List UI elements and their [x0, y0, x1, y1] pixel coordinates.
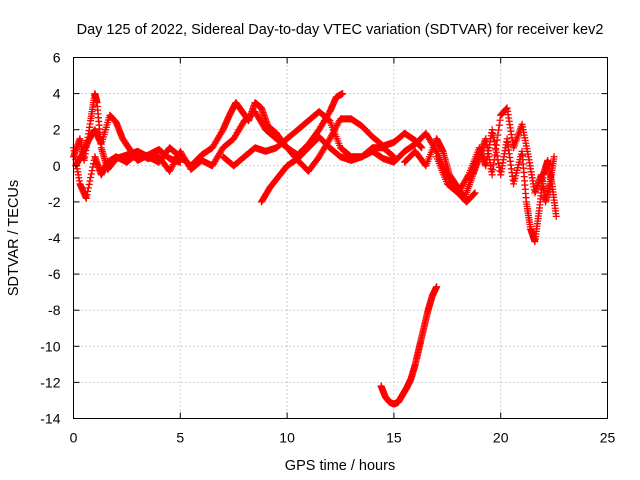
data-point	[488, 171, 496, 179]
data-point	[490, 137, 498, 145]
data-point	[495, 121, 503, 129]
x-axis-ticks: 0 5 10 15 20 25	[70, 57, 616, 446]
x-tick-label: 20	[493, 430, 509, 446]
y-axis-label: SDTVAR / TECUs	[6, 180, 22, 296]
data-point	[339, 90, 347, 98]
series-s8	[377, 283, 441, 408]
y-tick-label: 0	[53, 158, 61, 174]
data-point	[489, 166, 497, 174]
data-point	[389, 152, 397, 160]
data-point	[550, 153, 558, 161]
data-point	[490, 133, 498, 141]
data-point	[85, 180, 93, 188]
y-tick-label: -8	[48, 302, 61, 318]
data-point	[496, 116, 504, 124]
data-point	[492, 148, 500, 156]
data-point	[552, 212, 560, 220]
data-point	[492, 145, 500, 153]
x-tick-label: 15	[386, 430, 402, 446]
y-tick-label: -10	[40, 338, 60, 354]
data-point	[489, 129, 497, 137]
y-tick-label: -4	[48, 230, 61, 246]
data-point	[470, 190, 478, 198]
x-tick-label: 5	[176, 430, 184, 446]
y-tick-label: 6	[53, 50, 61, 66]
data-point	[493, 152, 501, 160]
data-point	[89, 163, 97, 171]
y-axis-ticks: -14 -12 -10 -8 -6 -4 -2 0 2 4 6	[40, 50, 608, 427]
data-point	[495, 160, 503, 168]
series-s7	[433, 126, 560, 246]
data-point	[471, 189, 479, 197]
x-tick-label: 25	[600, 430, 616, 446]
x-axis-label: GPS time / hours	[285, 458, 395, 474]
data-point	[88, 167, 96, 175]
y-tick-label: 2	[53, 122, 61, 138]
data-point	[84, 184, 92, 192]
series-s5	[257, 129, 479, 206]
data-point	[488, 126, 496, 134]
data-point	[176, 158, 184, 166]
chart-title: Day 125 of 2022, Sidereal Day-to-day VTE…	[77, 22, 604, 38]
data-point	[464, 172, 472, 180]
data-point	[495, 126, 503, 134]
x-tick-label: 10	[279, 430, 295, 446]
data-point	[433, 283, 441, 291]
data-point	[82, 194, 90, 202]
data-points	[70, 90, 560, 408]
y-tick-label: 4	[53, 86, 61, 102]
data-point	[494, 131, 502, 139]
data-point	[87, 174, 95, 182]
data-point	[86, 177, 94, 185]
series-s3	[72, 111, 184, 170]
y-tick-label: -14	[40, 411, 60, 427]
data-point	[84, 187, 92, 195]
x-tick-label: 0	[70, 430, 78, 446]
y-tick-label: -6	[48, 266, 61, 282]
data-point	[490, 161, 498, 169]
data-point	[418, 144, 426, 152]
y-tick-label: -12	[40, 374, 60, 390]
data-point	[87, 170, 95, 178]
data-point	[470, 190, 478, 198]
data-point	[83, 191, 91, 199]
data-point	[491, 141, 499, 149]
y-tick-label: -2	[48, 194, 61, 210]
